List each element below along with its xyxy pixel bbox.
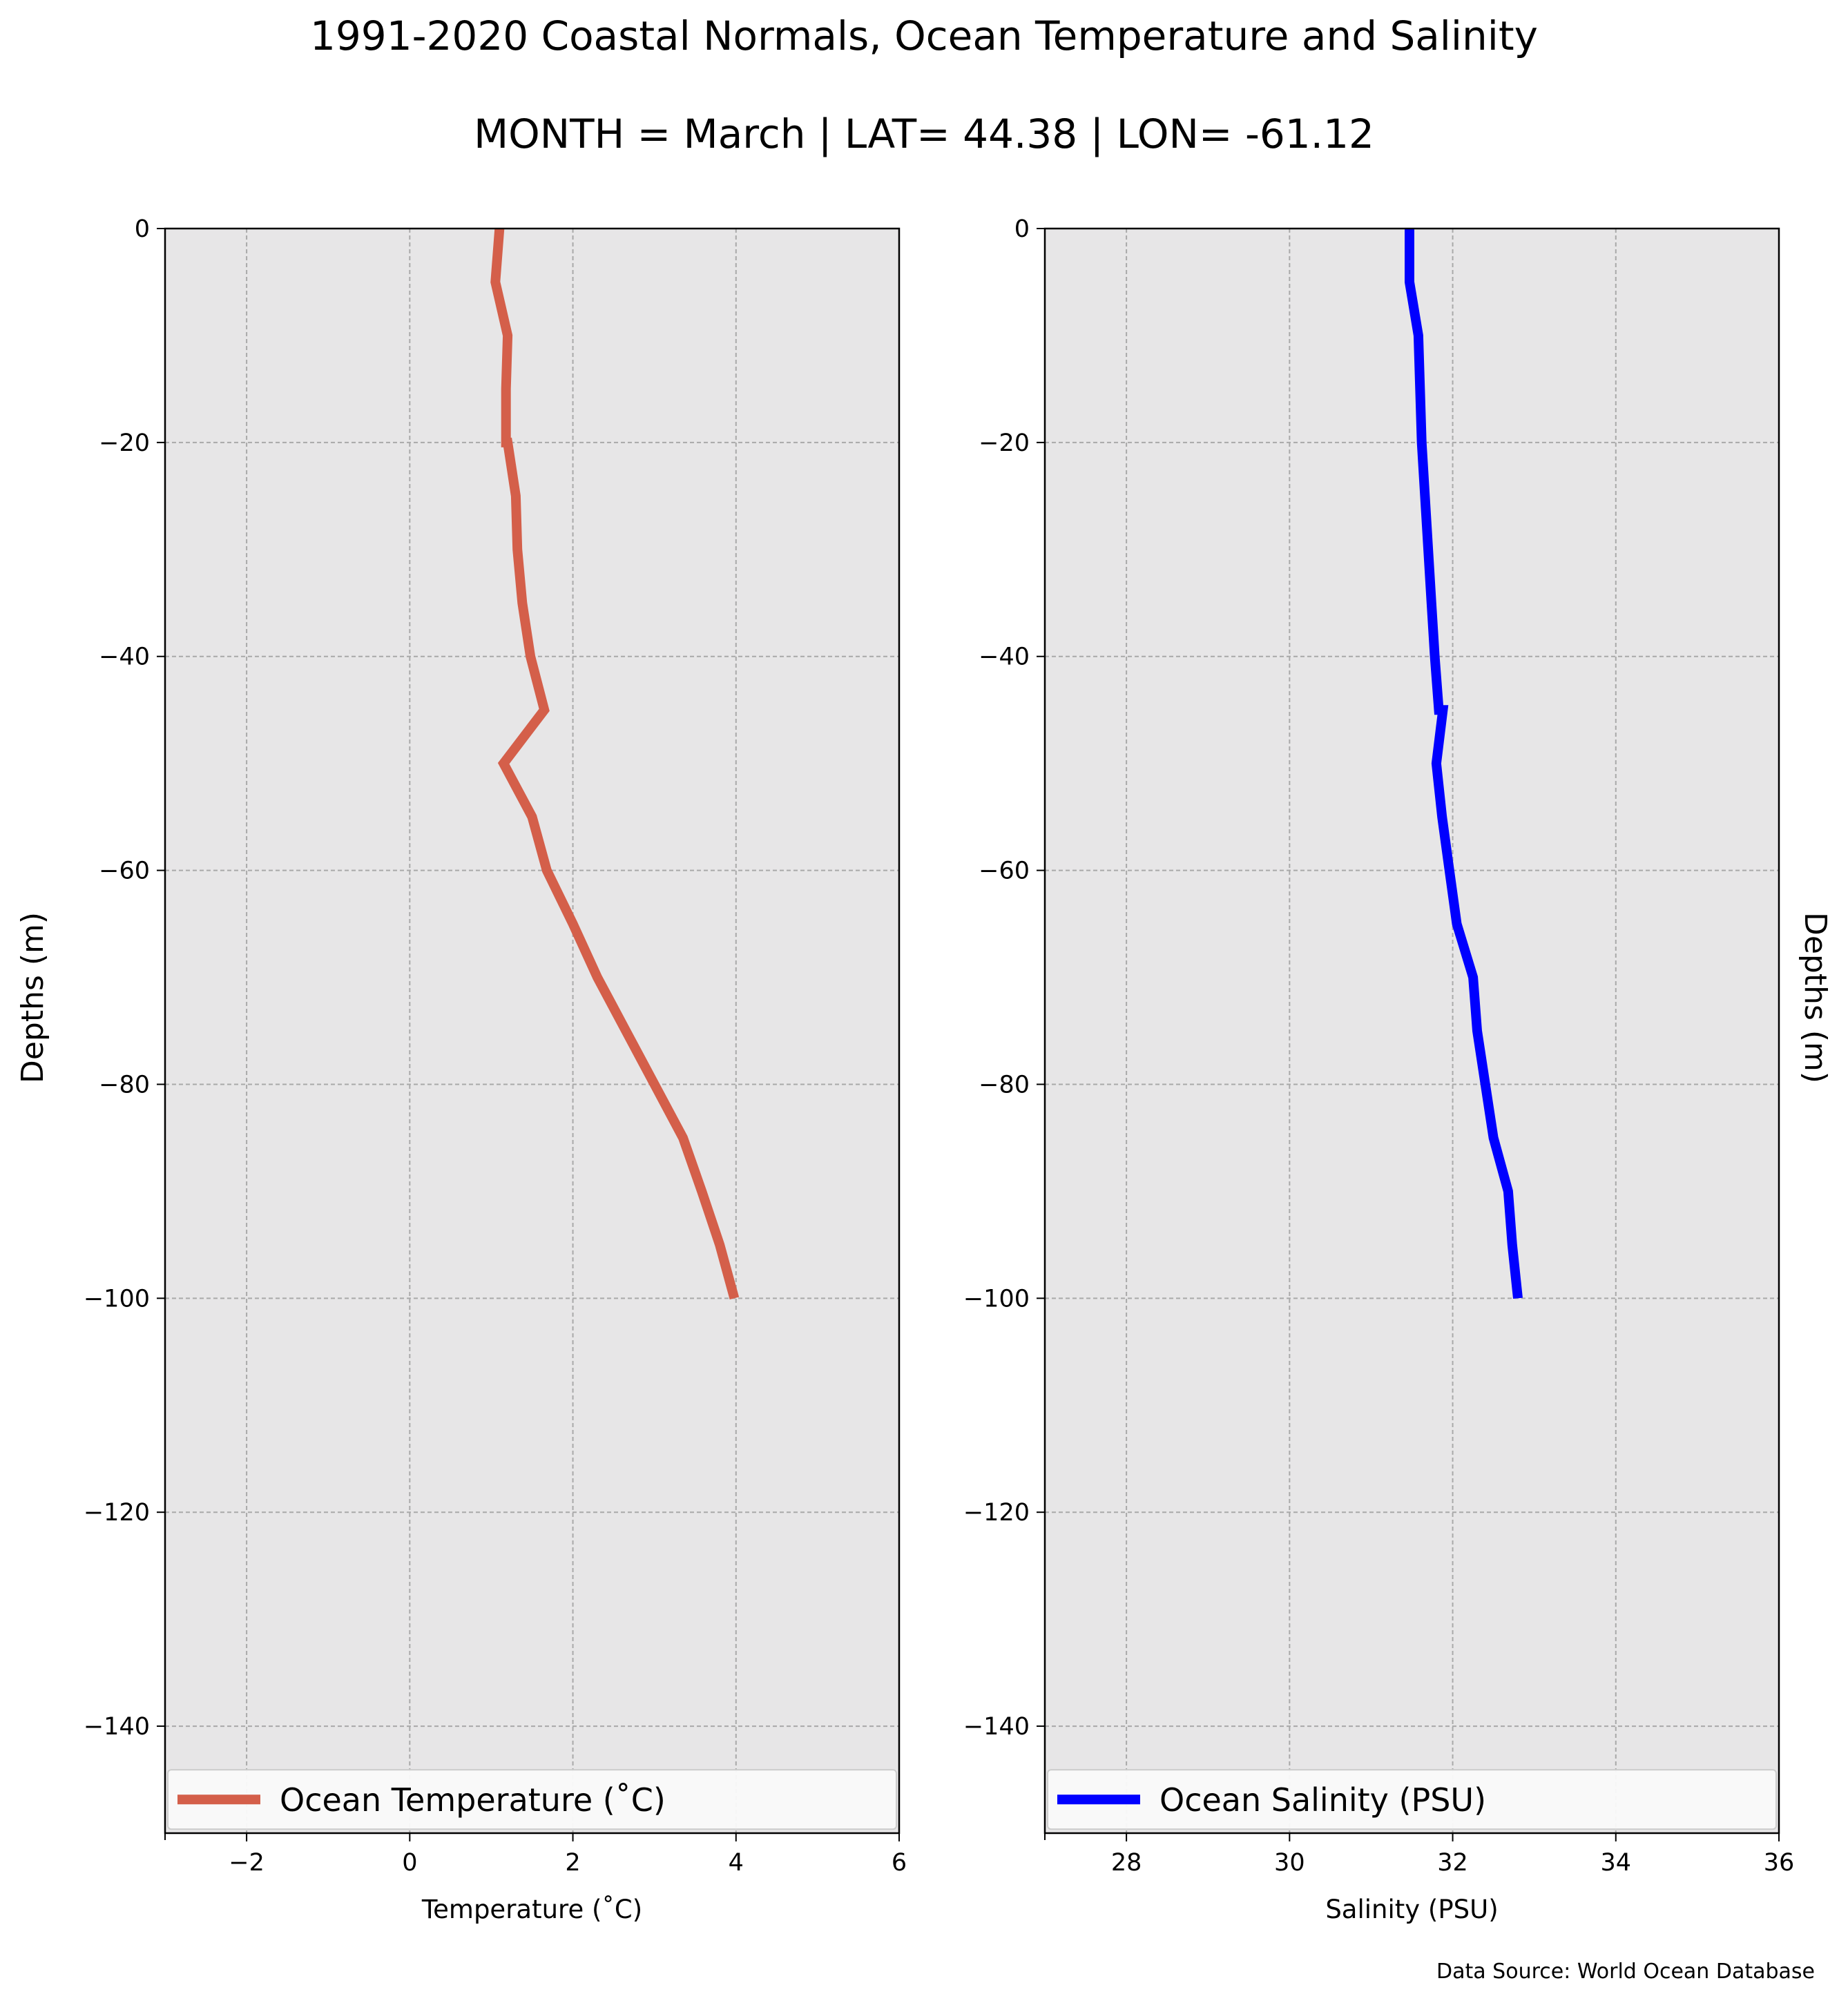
x-tick-label: 2 — [565, 1849, 580, 1877]
y-tick-label: −100 — [84, 1285, 150, 1313]
x-tick-label: 32 — [1437, 1849, 1468, 1877]
plot-area — [1045, 229, 1779, 1833]
plot-area — [165, 229, 899, 1833]
y-tick-label: −80 — [99, 1071, 150, 1099]
x-tick-label: 30 — [1274, 1849, 1305, 1877]
y-tick-label: −20 — [99, 429, 150, 457]
y-tick-label: −40 — [99, 644, 150, 671]
legend-box — [1047, 1769, 1777, 1830]
series-line — [1405, 229, 1523, 1299]
y-axis-label: Depths (m) — [1798, 912, 1833, 1083]
axes-frame — [164, 227, 901, 1835]
y-tick-label: −140 — [963, 1713, 1030, 1741]
panel-1: Ocean Temperature (˚C)−2 0 2 4 60−20−40−60−8… — [15, 215, 907, 1924]
x-axis-label: Temperature (˚C) — [421, 1895, 642, 1924]
x-tick-label: 0 — [402, 1849, 417, 1877]
x-tick-label: 28 — [1111, 1849, 1142, 1877]
legend-label: Ocean Salinity (PSU) — [1159, 1781, 1486, 1819]
x-tick-label: 34 — [1601, 1849, 1632, 1877]
y-tick-label: −100 — [963, 1285, 1030, 1313]
axes-frame — [1043, 227, 1780, 1835]
y-tick-label: −60 — [99, 858, 150, 885]
x-tick-label: 4 — [729, 1849, 744, 1877]
series-line — [490, 228, 740, 1300]
legend-box — [167, 1769, 897, 1830]
chart-subtitle: MONTH = March | LAT= 44.38 | LON= -61.12 — [474, 110, 1374, 157]
legend-label: Ocean Temperature (˚C) — [280, 1781, 666, 1819]
y-tick-label: −80 — [979, 1071, 1030, 1099]
chart-title: 1991-2020 Coastal Normals, Ocean Tempera… — [310, 12, 1538, 59]
y-tick-label: −60 — [979, 858, 1030, 885]
y-tick-label: −40 — [979, 644, 1030, 671]
data-source-note: Data Source: World Ocean Database — [1436, 1960, 1815, 1984]
panel-2: Ocean Salinity (PSU) 28 30 32 34 36 0 −20 −40 −60… — [963, 215, 1833, 1924]
x-axis-label: Salinity (PSU) — [1325, 1895, 1498, 1924]
y-tick-label: −120 — [963, 1499, 1030, 1527]
y-tick-label: −140 — [84, 1713, 150, 1741]
y-tick-label: 0 — [135, 215, 150, 243]
x-tick-label: 36 — [1764, 1849, 1795, 1877]
y-tick-label: −20 — [979, 429, 1030, 457]
x-tick-label: 6 — [892, 1849, 907, 1877]
y-axis-label: Depths (m) — [15, 912, 50, 1083]
y-tick-label: 0 — [1014, 215, 1030, 243]
y-tick-label: −120 — [84, 1499, 150, 1527]
x-tick-label: −2 — [229, 1849, 264, 1877]
